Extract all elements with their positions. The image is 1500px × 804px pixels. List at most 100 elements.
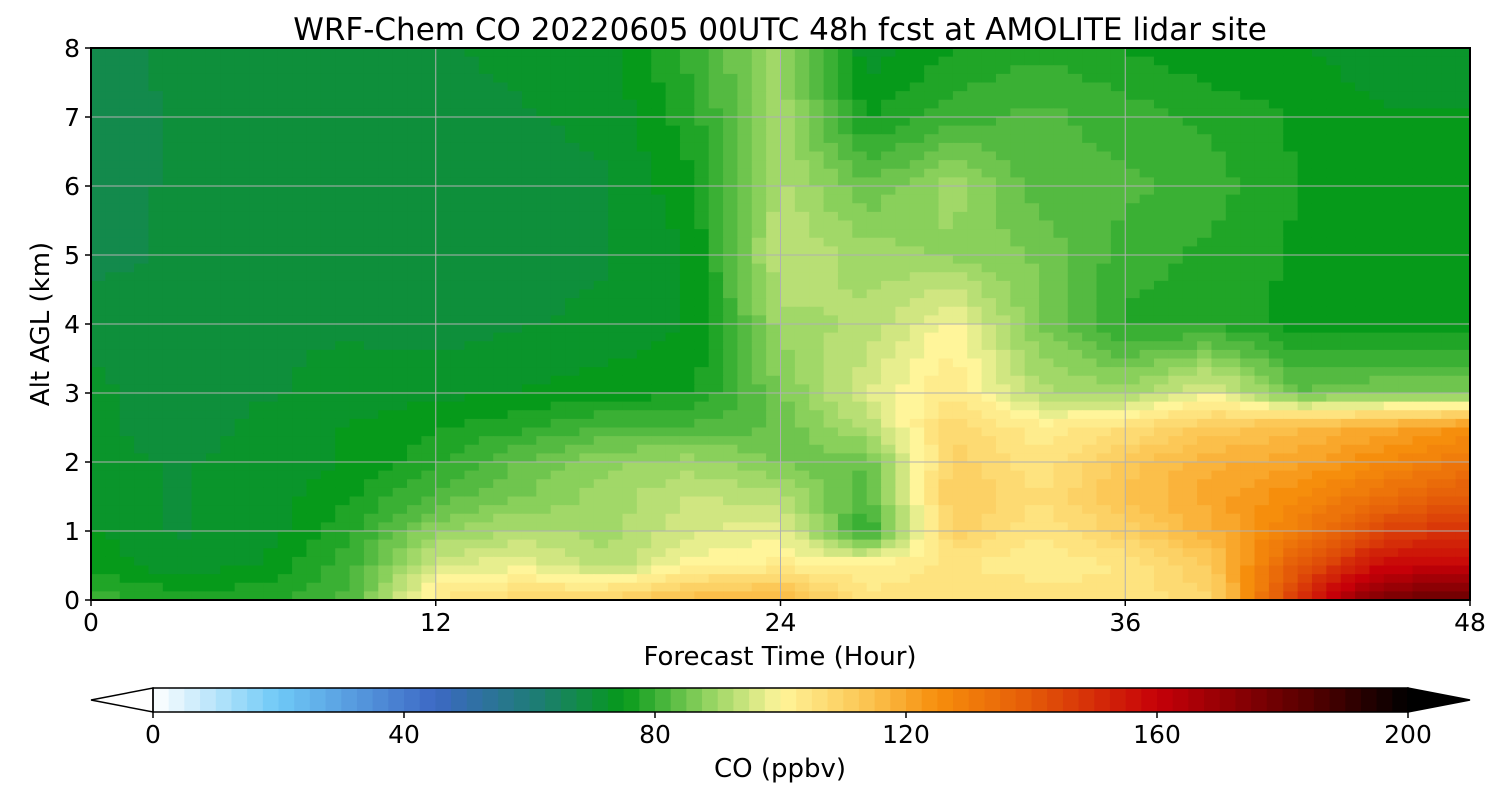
heatmap-cell [536,436,552,446]
heatmap-cell [134,220,150,230]
heatmap-cell [881,375,897,385]
heatmap-cell [1139,315,1155,325]
heatmap-cell [794,99,810,109]
heatmap-cell [909,229,925,239]
heatmap-cell [134,168,150,178]
heatmap-cell [1455,289,1471,299]
heatmap-cell [1383,99,1399,109]
heatmap-cell [234,203,250,213]
heatmap-cell [579,255,595,265]
heatmap-cell [478,436,494,446]
heatmap-cell [1024,462,1040,472]
heatmap-cell [679,186,695,196]
heatmap-cell [191,436,207,446]
heatmap-cell [450,168,466,178]
heatmap-cell [1383,341,1399,351]
heatmap-cell [234,134,250,144]
heatmap-cell [220,289,236,299]
heatmap-cell [435,324,451,334]
heatmap-cell [723,194,738,204]
heatmap-cell [1125,177,1141,187]
heatmap-cell [565,203,580,213]
heatmap-cell [507,56,523,66]
heatmap-cell [823,418,839,429]
heatmap-cell [1283,479,1299,489]
heatmap-cell [191,91,207,101]
heatmap-cell [780,349,796,360]
heatmap-cell [737,65,753,75]
heatmap-cell [952,237,968,247]
heatmap-cell [866,462,882,472]
heatmap-cell [493,401,509,411]
heatmap-cell [967,168,983,178]
heatmap-cell [679,289,695,299]
heatmap-cell [1125,134,1141,144]
heatmap-cell [249,401,264,411]
heatmap-cell [995,453,1011,463]
heatmap-cell [478,151,494,161]
heatmap-cell [909,375,925,385]
heatmap-cell [809,211,825,222]
heatmap-cell [1369,444,1385,454]
heatmap-cell [363,186,379,196]
heatmap-cell [220,444,236,454]
heatmap-field [91,48,1471,601]
heatmap-cell [766,246,782,256]
heatmap-cell [651,393,667,403]
heatmap-cell [450,418,466,429]
heatmap-cell [191,462,207,472]
heatmap-cell [464,151,480,161]
heatmap-cell [263,125,279,135]
heatmap-cell [421,462,437,472]
heatmap-cell [1426,108,1442,118]
heatmap-cell [651,349,667,360]
heatmap-cell [751,117,767,127]
heatmap-cell [1168,108,1184,118]
heatmap-cell [277,341,293,351]
heatmap-cell [1211,151,1227,161]
heatmap-cell [1153,410,1169,420]
heatmap-cell [1139,367,1155,377]
heatmap-cell [924,358,940,368]
heatmap-cell [651,134,667,144]
heatmap-cell [177,255,193,265]
heatmap-cell [1254,436,1270,446]
heatmap-cell [995,177,1011,187]
heatmap-cell [708,289,724,299]
heatmap-cell [665,99,681,109]
heatmap-cell [1283,444,1299,454]
heatmap-cell [191,125,207,135]
heatmap-cell [809,306,825,316]
heatmap-cell [191,332,207,342]
heatmap-cell [220,487,236,498]
heatmap-cell [335,237,351,247]
heatmap-cell [909,263,925,273]
heatmap-cell [177,306,193,316]
heatmap-cell [1053,220,1069,230]
heatmap-cell [579,393,595,403]
heatmap-cell [1110,82,1126,92]
heatmap-cell [1283,487,1299,498]
heatmap-cell [162,237,178,247]
heatmap-cell [1455,280,1471,291]
heatmap-cell [823,393,839,403]
heatmap-cell [852,229,868,239]
heatmap-cell [105,341,121,351]
heatmap-cell [320,436,336,446]
heatmap-cell [665,56,681,66]
heatmap-cell [694,255,710,265]
heatmap-cell [751,220,767,230]
heatmap-cell [1254,220,1270,230]
heatmap-cell [493,272,509,282]
heatmap-cell [1383,453,1399,463]
heatmap-cell [1455,151,1471,161]
heatmap-cell [1125,203,1141,213]
heatmap-cell [1455,401,1471,411]
heatmap-cell [881,48,897,58]
heatmap-cell [694,462,710,472]
heatmap-cell [521,358,537,368]
heatmap-cell [550,203,566,213]
heatmap-cell [320,211,336,222]
heatmap-cell [349,246,365,256]
heatmap-cell [521,470,537,480]
